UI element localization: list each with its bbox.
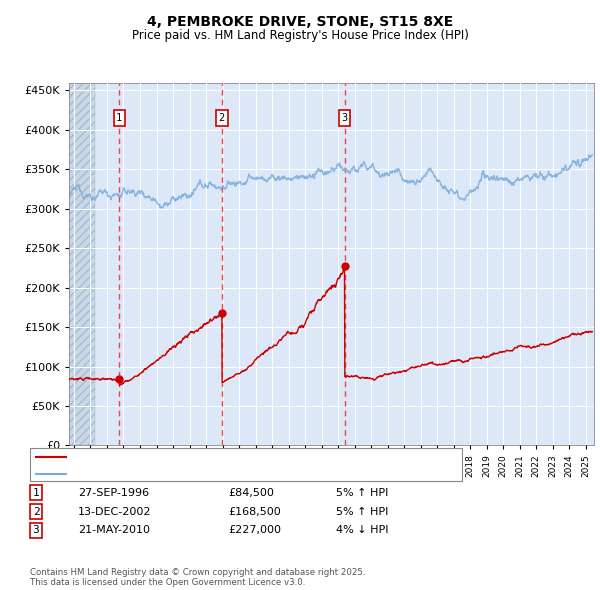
Text: 2: 2 [32, 507, 40, 516]
Text: HPI: Average price, detached house, Stafford: HPI: Average price, detached house, Staf… [72, 468, 307, 478]
Bar [69, 83, 95, 445]
Text: £168,500: £168,500 [228, 507, 281, 516]
Text: 27-SEP-1996: 27-SEP-1996 [78, 488, 149, 497]
Text: £84,500: £84,500 [228, 488, 274, 497]
Text: 4, PEMBROKE DRIVE, STONE, ST15 8XE (detached house): 4, PEMBROKE DRIVE, STONE, ST15 8XE (deta… [72, 452, 371, 462]
Text: 3: 3 [32, 526, 40, 535]
Text: Contains HM Land Registry data © Crown copyright and database right 2025.
This d: Contains HM Land Registry data © Crown c… [30, 568, 365, 587]
Text: 1: 1 [32, 488, 40, 497]
Text: 4% ↓ HPI: 4% ↓ HPI [336, 526, 389, 535]
Text: 1: 1 [116, 113, 122, 123]
Text: 13-DEC-2002: 13-DEC-2002 [78, 507, 151, 516]
Text: 3: 3 [341, 113, 347, 123]
Text: 21-MAY-2010: 21-MAY-2010 [78, 526, 150, 535]
Text: £227,000: £227,000 [228, 526, 281, 535]
Text: Price paid vs. HM Land Registry's House Price Index (HPI): Price paid vs. HM Land Registry's House … [131, 30, 469, 42]
Text: 4, PEMBROKE DRIVE, STONE, ST15 8XE: 4, PEMBROKE DRIVE, STONE, ST15 8XE [147, 15, 453, 29]
Text: 5% ↑ HPI: 5% ↑ HPI [336, 507, 388, 516]
Text: 2: 2 [218, 113, 225, 123]
Text: 5% ↑ HPI: 5% ↑ HPI [336, 488, 388, 497]
